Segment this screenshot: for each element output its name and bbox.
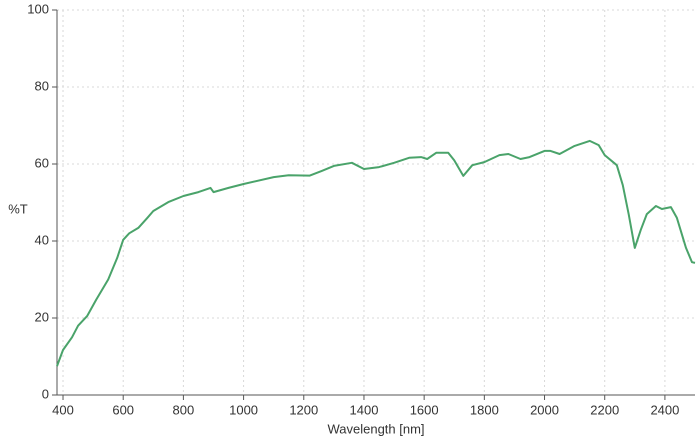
x-tick-label: 2000 [530,402,559,417]
y-tick-label: 20 [35,309,49,324]
x-axis-label: Wavelength [nm] [327,421,424,436]
x-tick-label: 2200 [590,402,619,417]
spectrum-line [56,139,696,367]
y-tick-label: 40 [35,232,49,247]
y-tick-label: 0 [42,386,49,401]
x-tick-label: 1000 [229,402,258,417]
x-tick-label: 2400 [650,402,679,417]
x-tick-label: 1400 [350,402,379,417]
x-tick-label: 800 [173,402,195,417]
y-axis-label: %T [8,201,28,216]
y-tick-label: 100 [27,1,49,16]
x-tick-label: 1200 [289,402,318,417]
y-tick-label: 80 [35,78,49,93]
x-tick-label: 1600 [410,402,439,417]
x-tick-label: 600 [112,402,134,417]
x-tick-label: 1800 [470,402,499,417]
y-tick-label: 60 [35,155,49,170]
x-tick-label: 400 [52,402,74,417]
